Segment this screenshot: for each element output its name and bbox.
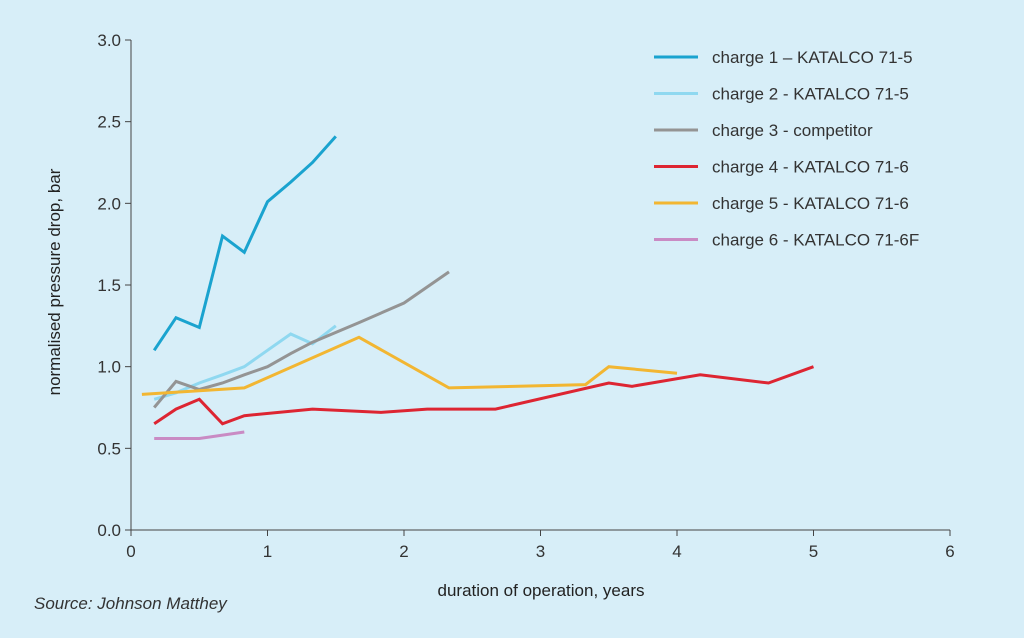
y-tick-label: 1.0 [97,358,121,377]
source-note: Source: Johnson Matthey [34,594,228,613]
series-line-3 [153,270,450,409]
plot-area [141,135,815,440]
axes: 0.0 0.5 1.0 1.5 2.0 2.5 3.0 0 1 2 3 4 5 6 [97,31,954,561]
y-tick-label: 0.5 [97,439,121,458]
y-tick-label: 2.0 [97,194,121,213]
x-tick-label: 6 [945,542,954,561]
x-tick-label: 0 [126,542,135,561]
legend-label-4: charge 4 - KATALCO 71-6 [712,158,909,177]
series-line-4 [153,365,815,426]
legend-label-6: charge 6 - KATALCO 71-6F [712,231,919,250]
y-tick-label: 0.0 [97,521,121,540]
x-tick-label: 2 [399,542,408,561]
legend: charge 1 – KATALCO 71-5 charge 2 - KATALC… [654,48,919,250]
y-tick-label: 1.5 [97,276,121,295]
x-axis-title: duration of operation, years [438,581,645,600]
legend-label-3: charge 3 - competitor [712,121,873,140]
x-tick-label: 5 [809,542,818,561]
x-tick-label: 3 [536,542,545,561]
legend-label-5: charge 5 - KATALCO 71-6 [712,194,909,213]
series-line-1 [152,135,337,352]
series-line-5 [141,335,678,396]
legend-label-2: charge 2 - KATALCO 71-5 [712,85,909,104]
x-tick-label: 4 [672,542,681,561]
legend-label-1: charge 1 – KATALCO 71-5 [712,48,913,67]
series-line-6 [154,430,245,440]
y-axis-title: normalised pressure drop, bar [45,168,64,395]
series-line-2 [153,324,337,401]
y-tick-label: 3.0 [97,31,121,50]
x-tick-label: 1 [263,542,272,561]
y-tick-label: 2.5 [97,113,121,132]
